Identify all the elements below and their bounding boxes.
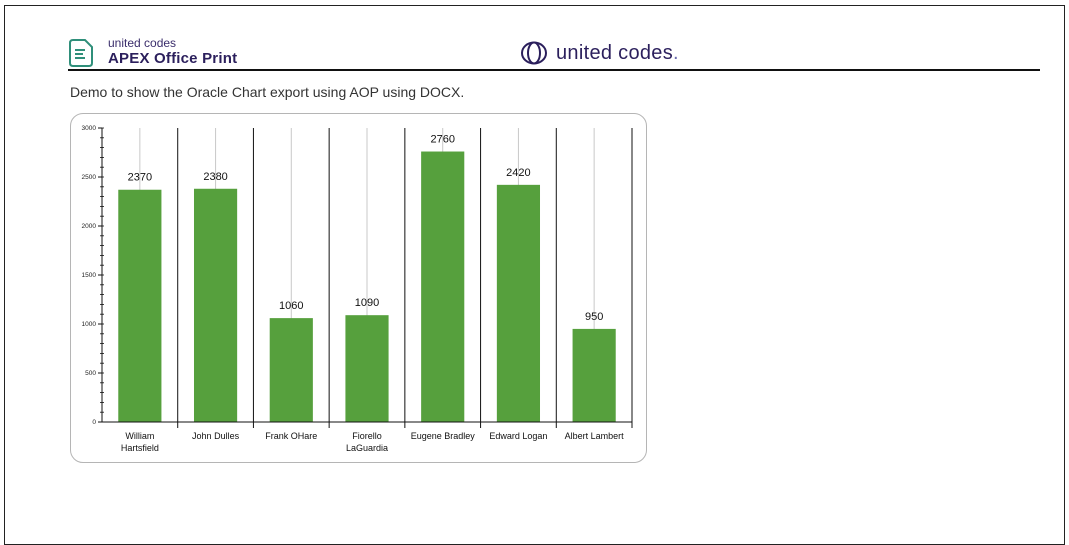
data-label: 1060 (279, 300, 303, 312)
x-tick-label: John Dulles (192, 431, 240, 441)
bar (572, 328, 616, 422)
x-tick-label: Hartsfield (121, 443, 159, 453)
data-label: 2420 (506, 167, 530, 179)
x-tick-label: Fiorello (352, 431, 382, 441)
x-tick-label: William (125, 431, 154, 441)
bar (118, 189, 162, 422)
data-label: 2380 (203, 171, 227, 183)
bar (193, 188, 238, 422)
aop-logo-icon (69, 39, 93, 67)
bar (421, 151, 465, 422)
data-label: 950 (585, 311, 603, 323)
aop-product-name: APEX Office Print (108, 50, 238, 67)
united-codes-logo-icon (521, 41, 547, 65)
bar (496, 184, 541, 422)
y-tick-label: 1000 (82, 321, 97, 328)
y-tick-label: 2500 (82, 174, 97, 181)
bar-chart: 2370 2380 1060 1090 2760 2420 950 0 500 1000 1500 2… (82, 125, 633, 453)
x-tick-label: Frank OHare (265, 431, 317, 441)
data-label: 2760 (430, 134, 454, 146)
aop-brand-small: united codes (108, 36, 177, 50)
x-tick-label: Eugene Bradley (411, 431, 476, 441)
bar (345, 315, 389, 422)
header-divider (68, 69, 1040, 71)
document-header: united codes APEX Office Print united co… (68, 36, 1040, 70)
united-codes-logo-text: united codes. (556, 41, 679, 64)
y-tick-label: 500 (85, 370, 96, 377)
y-tick-label: 2000 (82, 223, 97, 230)
x-tick-label: Edward Logan (489, 431, 547, 441)
data-label: 2370 (128, 172, 152, 184)
y-tick-label: 0 (92, 419, 96, 426)
x-tick-label: LaGuardia (346, 443, 388, 453)
x-tick-label: Albert Lambert (565, 431, 625, 441)
y-tick-label: 1500 (82, 272, 97, 279)
description-text: Demo to show the Oracle Chart export usi… (70, 84, 465, 100)
data-label: 1090 (355, 297, 379, 309)
bar (269, 318, 313, 422)
y-tick-label: 3000 (82, 125, 97, 132)
united-codes-logo: united codes. (520, 40, 679, 66)
chart-container: 2370 2380 1060 1090 2760 2420 950 0 500 1000 1500 2… (70, 113, 647, 463)
